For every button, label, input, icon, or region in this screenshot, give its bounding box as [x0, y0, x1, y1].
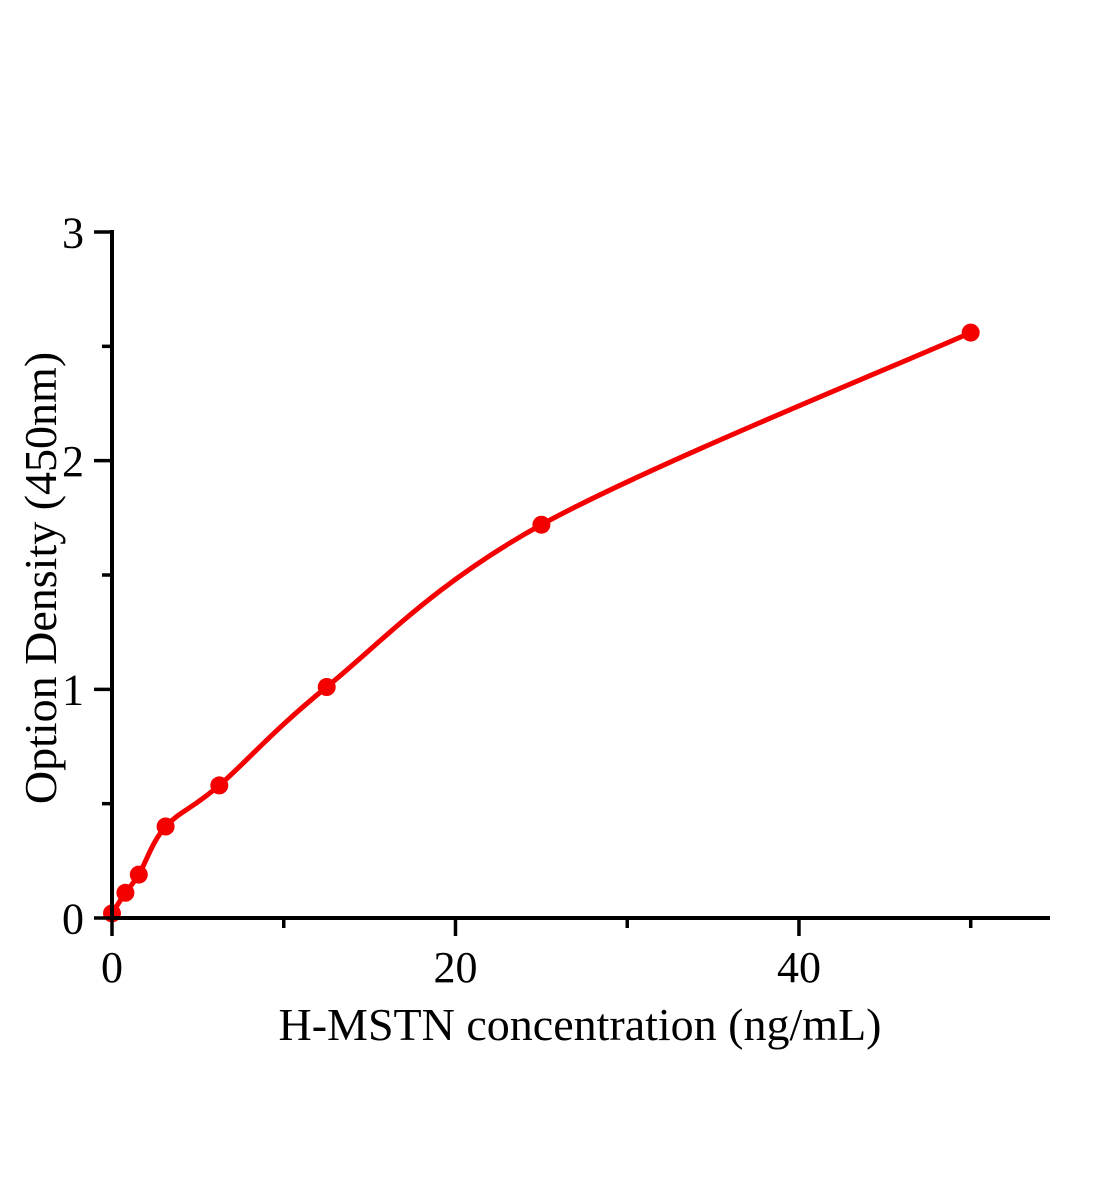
data-series-layer — [103, 323, 980, 923]
data-point — [961, 323, 980, 342]
y-tick-label: 2 — [62, 437, 84, 486]
data-point — [129, 865, 148, 884]
y-axis-label: Option Density (450nm) — [15, 352, 66, 804]
data-point — [317, 678, 336, 696]
y-tick-label: 3 — [62, 208, 84, 257]
fit-curve — [109, 330, 974, 916]
x-tick-label: 0 — [101, 943, 123, 992]
data-point — [210, 776, 229, 795]
y-tick-label: 0 — [62, 894, 84, 943]
axis-spine — [110, 230, 1050, 920]
data-point — [532, 515, 551, 534]
x-tick-label: 40 — [777, 943, 821, 992]
tick-labels-layer: 0 20 40 0 1 2 3 — [62, 208, 821, 992]
y-tick-label: 1 — [62, 666, 84, 715]
x-tick-label: 20 — [434, 943, 478, 992]
data-point — [156, 817, 175, 836]
data-point — [116, 883, 135, 902]
axis-layer — [110, 230, 1050, 920]
tick-marks-layer — [94, 230, 973, 936]
x-axis-label: H-MSTN concentration (ng/mL) — [279, 999, 882, 1050]
